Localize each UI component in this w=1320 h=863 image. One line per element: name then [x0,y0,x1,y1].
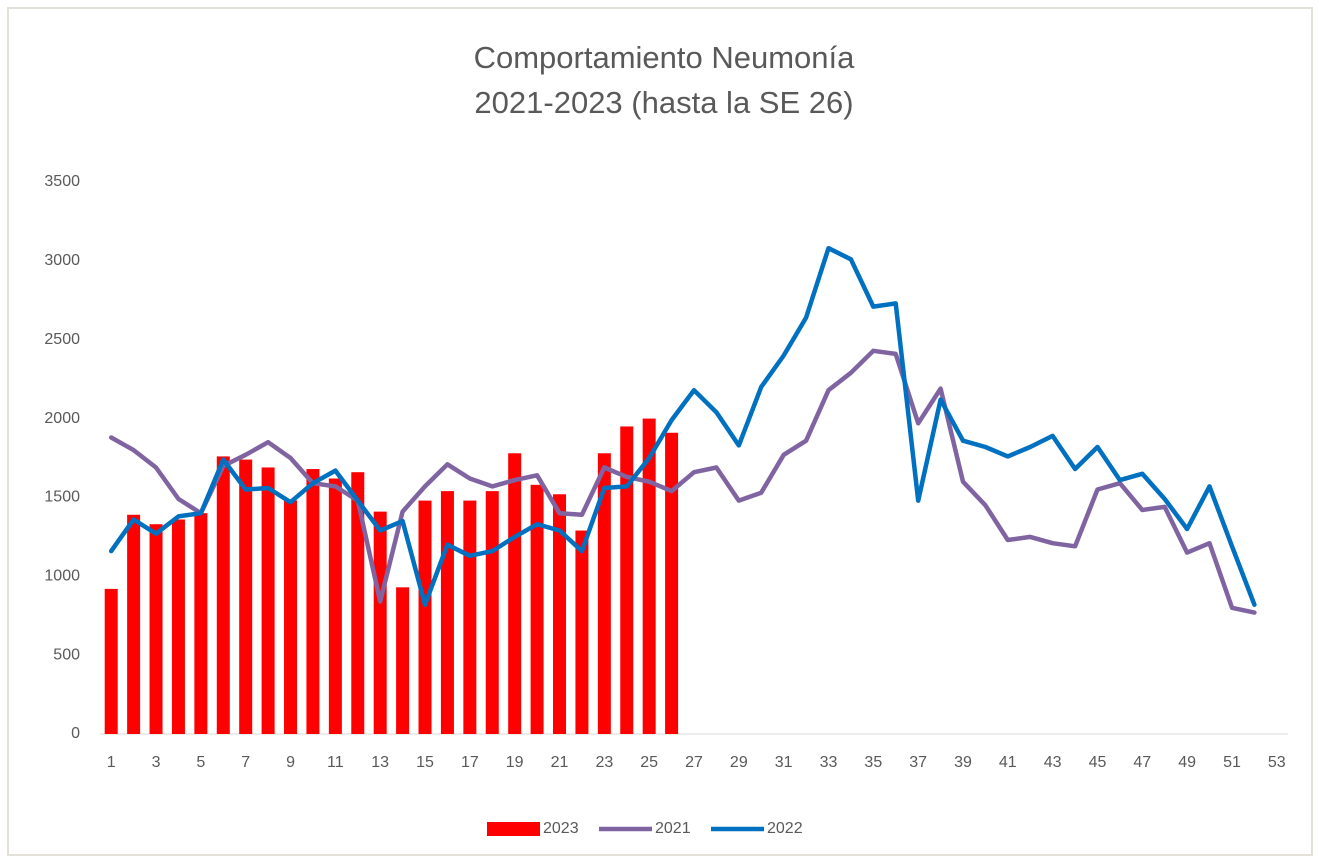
x-tick-label: 9 [286,754,295,771]
legend-label: 2022 [767,820,803,837]
x-tick-label: 5 [196,754,205,771]
x-tick-label: 37 [909,754,927,771]
x-tick-label: 7 [241,754,250,771]
bar [508,453,522,734]
bar [642,418,656,734]
x-tick-label: 23 [595,754,613,771]
bar [351,472,365,734]
line-series [108,348,1257,615]
bar [373,511,387,734]
bar [306,469,320,734]
y-tick-label: 0 [71,725,80,742]
x-tick-label: 33 [820,754,838,771]
x-tick-label: 1 [107,754,116,771]
x-tick-label: 27 [685,754,703,771]
bar [418,500,432,734]
bar [553,494,567,734]
bar [261,467,275,734]
bar [328,478,342,734]
bar [597,453,611,734]
line-series [108,245,1257,607]
y-tick-label: 2000 [44,410,80,427]
x-tick-label: 29 [730,754,748,771]
bar [284,500,298,734]
x-tick-label: 19 [506,754,524,771]
legend-swatch [487,822,540,836]
x-tick-label: 49 [1178,754,1196,771]
bar [104,588,118,734]
bar [239,459,253,734]
x-tick-label: 15 [416,754,434,771]
bar [665,432,679,734]
x-tick-label: 35 [864,754,882,771]
legend-label: 2021 [655,820,691,837]
bar [194,513,208,734]
y-tick-label: 500 [53,646,80,663]
x-tick-label: 47 [1133,754,1151,771]
chart-title: Comportamiento Neumonía [474,40,856,75]
y-tick-label: 3000 [44,252,80,269]
x-tick-label: 25 [640,754,658,771]
bar [216,456,230,734]
x-tick-label: 51 [1223,754,1241,771]
bar [485,491,499,734]
x-tick-label: 3 [152,754,161,771]
bar [575,530,589,734]
y-tick-label: 2500 [44,331,80,348]
x-tick-label: 17 [461,754,479,771]
bar [149,524,163,734]
y-tick-label: 1000 [44,568,80,585]
x-tick-label: 11 [327,754,344,771]
x-tick-label: 41 [999,754,1017,771]
y-tick-label: 3500 [44,173,80,190]
bar [530,484,544,734]
x-tick-label: 43 [1044,754,1062,771]
x-tick-label: 13 [371,754,389,771]
y-tick-label: 1500 [44,489,80,506]
bar [620,426,634,734]
bar [440,491,454,734]
x-tick-label: 45 [1089,754,1107,771]
bar [171,519,185,734]
bar [127,514,141,734]
bar [463,500,477,734]
x-tick-label: 39 [954,754,972,771]
legend-label: 2023 [543,820,579,837]
x-tick-label: 53 [1268,754,1286,771]
x-tick-label: 21 [551,754,569,771]
x-tick-label: 31 [775,754,793,771]
chart-subtitle: 2021-2023 (hasta la SE 26) [474,85,853,120]
bar [396,587,410,734]
